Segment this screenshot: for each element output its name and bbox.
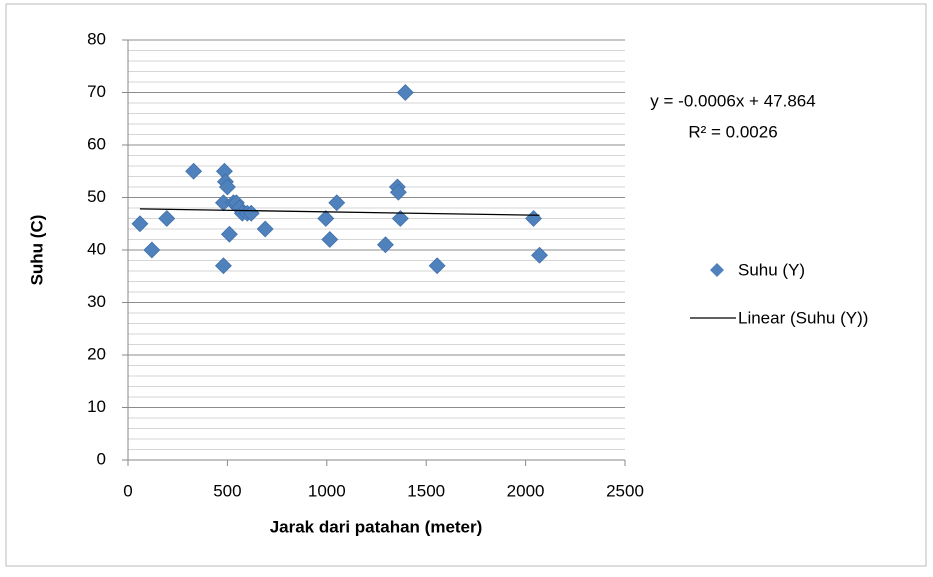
point <box>220 225 238 243</box>
y-tick-label: 30 <box>87 292 106 311</box>
y-axis-label: Suhu (C) <box>27 215 46 286</box>
point <box>396 84 414 101</box>
legend-label: Linear (Suhu (Y)) <box>738 308 868 327</box>
x-tick-label: 1500 <box>407 481 445 500</box>
point <box>317 210 335 227</box>
x-axis-label: Jarak dari patahan (meter) <box>270 517 483 536</box>
point <box>143 241 161 259</box>
y-tick-label: 60 <box>87 134 106 153</box>
x-tick-label: 0 <box>123 481 132 500</box>
point <box>131 215 149 233</box>
point <box>389 183 407 201</box>
x-tick-label: 2500 <box>606 481 644 500</box>
y-tick-label: 0 <box>97 449 106 468</box>
y-tick-label: 50 <box>87 187 106 206</box>
point <box>256 220 274 238</box>
legend-marker <box>710 263 724 277</box>
trendline <box>139 208 540 216</box>
point <box>391 210 409 227</box>
point <box>158 210 176 227</box>
trend-equation: y = -0.0006x + 47.864 <box>650 91 815 110</box>
y-tick-label: 40 <box>87 239 106 258</box>
y-tick-label: 70 <box>87 82 106 101</box>
legend-label: Suhu (Y) <box>738 260 805 279</box>
point <box>531 246 548 264</box>
point <box>321 231 339 248</box>
point <box>428 257 446 275</box>
y-tick-label: 80 <box>87 29 106 48</box>
trend-r2: R² = 0.0026 <box>688 122 777 141</box>
y-tick-label: 10 <box>87 397 106 416</box>
point <box>328 194 346 212</box>
chart-border <box>5 3 927 567</box>
point <box>185 162 203 180</box>
x-tick-label: 2000 <box>507 481 545 500</box>
x-tick-label: 500 <box>213 481 241 500</box>
y-tick-label: 20 <box>87 344 106 363</box>
point <box>218 178 236 196</box>
x-tick-label: 1000 <box>308 481 346 500</box>
point <box>214 257 232 275</box>
point <box>377 236 394 254</box>
